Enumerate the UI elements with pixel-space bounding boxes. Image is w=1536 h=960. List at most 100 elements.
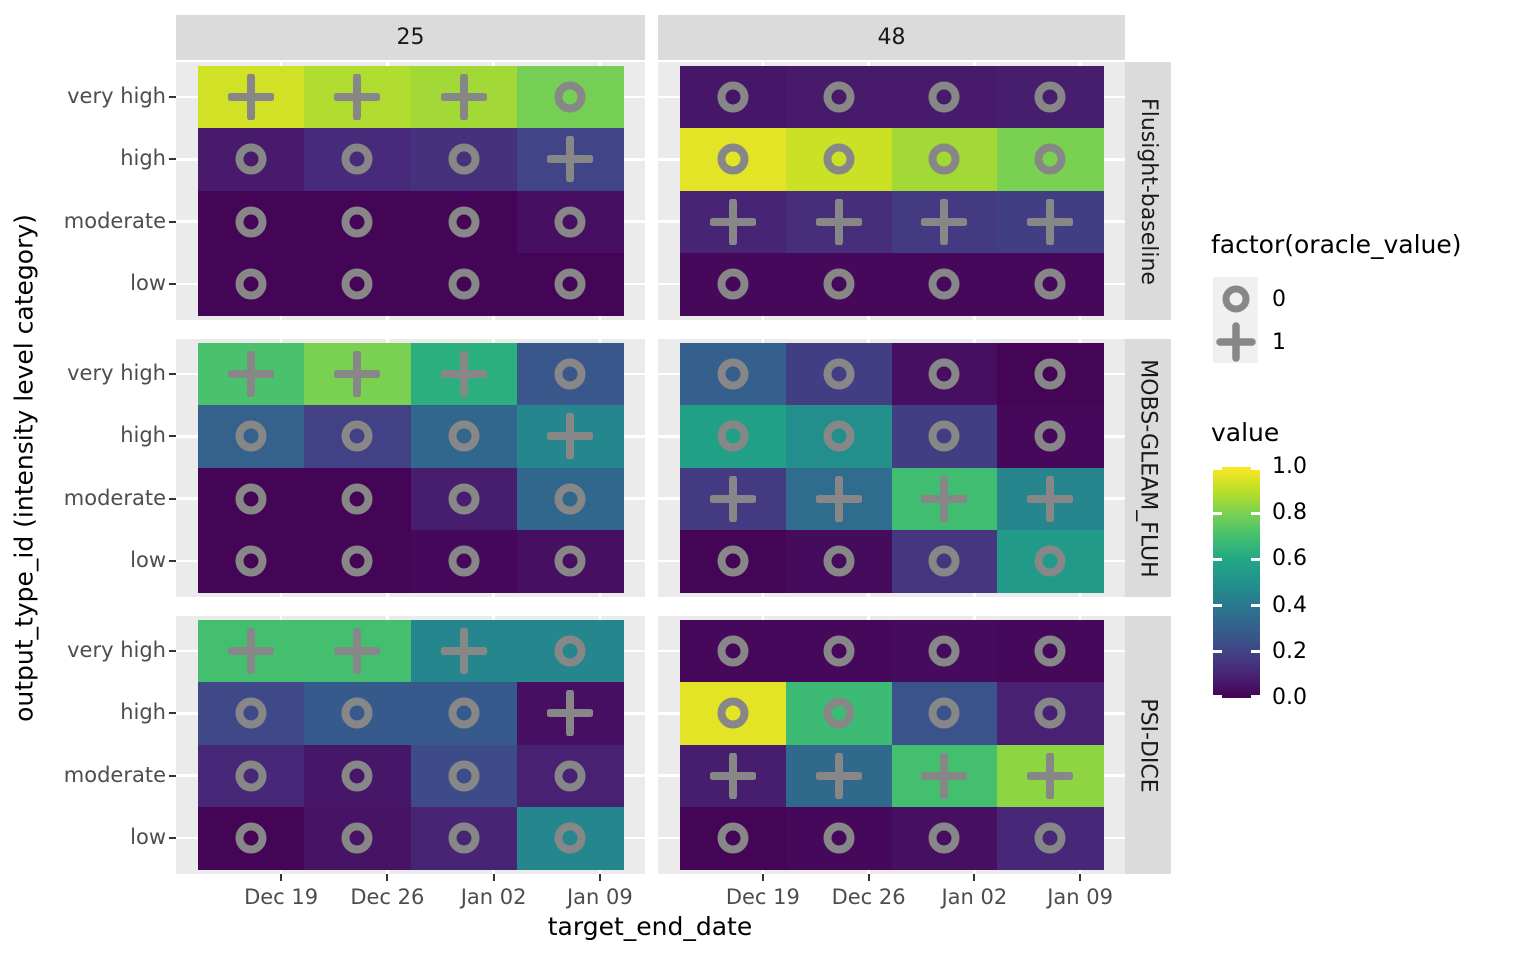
heat-tile — [516, 190, 624, 254]
y-tick-label: high — [120, 146, 166, 171]
heat-tile — [516, 66, 624, 129]
y-tick-mark — [169, 435, 176, 438]
color-legend-title: value — [1211, 418, 1280, 447]
heat-tile — [997, 467, 1104, 531]
heat-tile — [198, 806, 305, 870]
colorbar-tick-mark — [1251, 511, 1260, 515]
facet-panel-PSI-DICE-25 — [176, 616, 645, 874]
facet-panel-Flusight-baseline-25 — [176, 62, 645, 320]
heat-tile — [680, 405, 787, 468]
facet-strip-row-PSI-DICE: PSI-DICE — [1125, 616, 1171, 874]
heat-tile — [680, 806, 787, 870]
facet-panel-Flusight-baseline-48 — [658, 62, 1125, 320]
colorbar-tick-mark — [1213, 650, 1222, 654]
heat-tile — [198, 252, 305, 316]
heat-tile — [410, 744, 518, 808]
x-tick-mark — [973, 874, 976, 881]
heat-tile — [304, 467, 411, 531]
heat-tile — [680, 620, 787, 683]
y-tick-mark — [169, 836, 176, 839]
x-tick-label: Jan 02 — [941, 885, 1008, 909]
heat-tile — [304, 252, 411, 316]
colorbar-tick-mark — [1251, 467, 1260, 470]
heat-tile — [198, 128, 305, 191]
x-tick-mark — [280, 874, 283, 881]
colorbar-tick-label: 0.4 — [1272, 592, 1307, 618]
y-tick-label: very high — [67, 84, 166, 109]
legend-key-circle — [1213, 277, 1258, 320]
heat-tile — [198, 620, 305, 683]
colorbar-tick-mark — [1213, 695, 1222, 698]
x-tick-label: Jan 09 — [1047, 885, 1114, 909]
heat-tile — [410, 620, 518, 683]
heat-tile — [785, 467, 892, 531]
y-tick-mark — [169, 220, 176, 223]
heat-tile — [198, 744, 305, 808]
colorbar-tick-mark — [1251, 695, 1260, 698]
y-tick-label: low — [130, 270, 166, 295]
heat-tile — [785, 66, 892, 129]
y-tick-mark — [169, 96, 176, 99]
heat-tile — [785, 252, 892, 316]
heat-tile — [198, 467, 305, 531]
heat-tile — [304, 620, 411, 683]
heat-tile — [891, 682, 998, 745]
x-tick-label: Dec 19 — [244, 885, 319, 909]
heat-tile — [516, 806, 624, 870]
heat-tile — [198, 66, 305, 129]
heat-tile — [785, 128, 892, 191]
facet-panel-MOBS-GLEAM_FLUH-48 — [658, 339, 1125, 597]
heat-tile — [516, 620, 624, 683]
x-tick-label: Jan 02 — [460, 885, 527, 909]
colorbar-tick-mark — [1251, 650, 1260, 654]
heat-tile — [785, 190, 892, 254]
y-tick-mark — [169, 373, 176, 376]
facet-strip-row-label: PSI-DICE — [1135, 697, 1161, 793]
y-tick-mark — [169, 158, 176, 161]
heat-tile — [304, 190, 411, 254]
y-tick-label: high — [120, 423, 166, 448]
x-axis-title: target_end_date — [547, 912, 753, 941]
heat-tile — [785, 744, 892, 808]
heat-tile — [785, 405, 892, 468]
heat-tile — [785, 806, 892, 870]
heat-tile — [785, 343, 892, 406]
heat-tile — [198, 343, 305, 406]
colorbar-tick-mark — [1213, 604, 1222, 608]
heat-tile — [680, 66, 787, 129]
facet-strip-col-48: 48 — [658, 15, 1125, 60]
heat-tile — [785, 529, 892, 593]
heat-tile — [891, 190, 998, 254]
heat-tile — [410, 529, 518, 593]
x-tick-mark — [1079, 874, 1082, 881]
heat-tile — [680, 529, 787, 593]
x-tick-mark — [761, 874, 764, 881]
facet-panel-PSI-DICE-48 — [658, 616, 1125, 874]
y-tick-label: moderate — [63, 762, 166, 787]
heat-tile — [516, 252, 624, 316]
heat-tile — [516, 682, 624, 745]
heat-tile — [410, 252, 518, 316]
colorbar-gradient — [1213, 467, 1260, 698]
legend-key-plus — [1213, 320, 1258, 363]
heat-tile — [891, 806, 998, 870]
heat-tile — [304, 405, 411, 468]
colorbar-tick-label: 0.2 — [1272, 638, 1307, 664]
heat-tile — [997, 405, 1104, 468]
heat-tile — [304, 529, 411, 593]
heat-tile — [516, 529, 624, 593]
y-tick-mark — [169, 497, 176, 500]
x-tick-mark — [598, 874, 601, 881]
colorbar-tick-label: 0.6 — [1272, 546, 1307, 572]
circle-icon — [1222, 285, 1249, 312]
heat-tile — [516, 343, 624, 406]
heat-tile — [410, 66, 518, 129]
heat-tile — [891, 252, 998, 316]
x-tick-label: Dec 19 — [725, 885, 800, 909]
heat-tile — [516, 467, 624, 531]
heat-tile — [410, 128, 518, 191]
facet-strip-row-label: Flusight-baseline — [1135, 97, 1161, 285]
legend-label-oracle-1: 1 — [1272, 330, 1286, 355]
heat-tile — [304, 66, 411, 129]
